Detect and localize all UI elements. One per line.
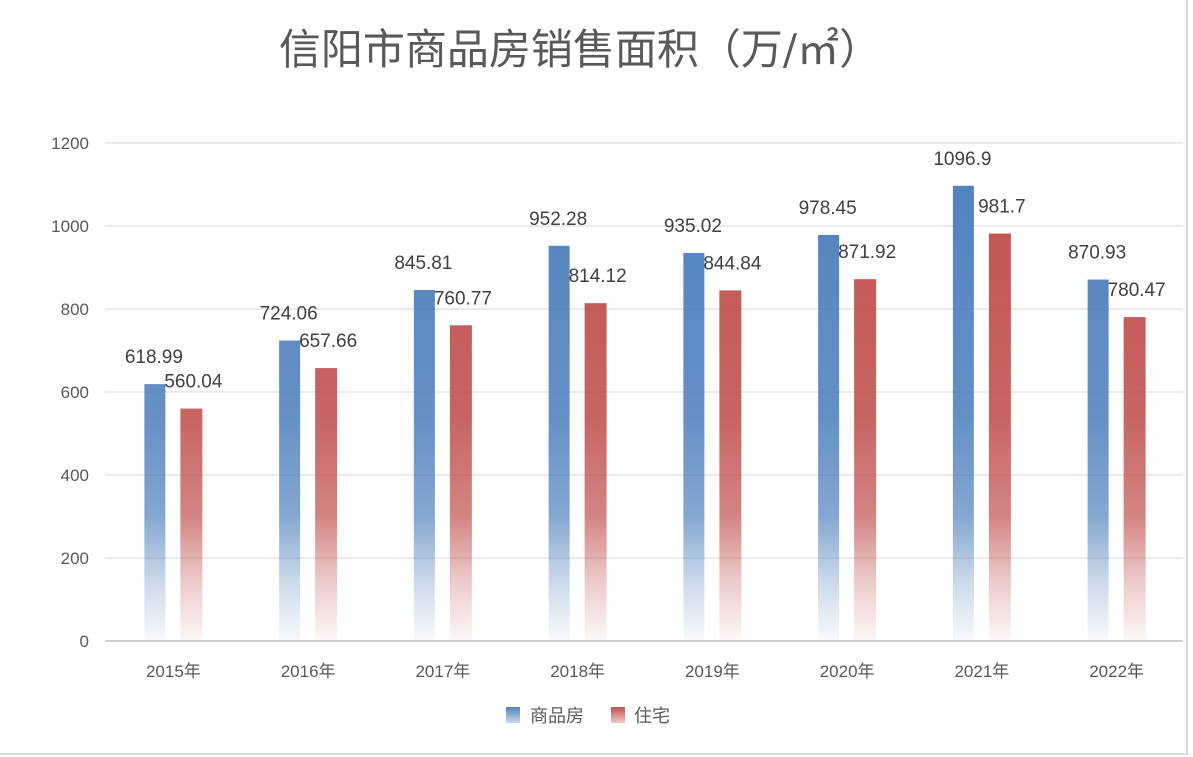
x-tick-label: 2021年 (954, 662, 1009, 681)
y-tick-label: 0 (80, 632, 89, 651)
data-label: 952.28 (529, 209, 587, 230)
legend: 商品房 住宅 (506, 706, 670, 726)
bar-series-2 (854, 279, 877, 641)
data-label: 780.47 (1108, 280, 1166, 301)
legend-label-series-1: 商品房 (530, 706, 584, 726)
data-label: 618.99 (125, 347, 183, 368)
y-tick-label: 200 (61, 549, 89, 568)
bar-series-2 (719, 290, 742, 641)
data-label: 1096.9 (933, 149, 991, 170)
x-tick-label: 2016年 (281, 662, 336, 681)
x-tick-label: 2018年 (550, 662, 605, 681)
bar-series-1 (548, 245, 570, 641)
bar-series-1 (1087, 279, 1109, 641)
data-label: 657.66 (299, 331, 357, 352)
data-label: 870.93 (1068, 243, 1126, 264)
data-label: 814.12 (569, 266, 627, 287)
legend-label-series-2: 住宅 (634, 706, 670, 726)
bar-series-2 (449, 325, 472, 641)
bar-series-2 (988, 233, 1011, 642)
bar-series-2 (180, 408, 203, 641)
bar-series-1 (279, 340, 301, 641)
bar-series-1 (952, 185, 974, 641)
y-tick-label: 1000 (51, 217, 89, 236)
data-label: 978.45 (799, 198, 857, 219)
bar-series-1 (818, 234, 840, 642)
x-tick-label: 2020年 (820, 662, 875, 681)
bar-series-1 (413, 289, 435, 641)
y-tick-label: 1200 (51, 134, 89, 153)
bar-series-1 (144, 384, 166, 641)
y-tick-label: 400 (61, 466, 89, 485)
bar-series-2 (315, 368, 338, 641)
x-tick-label: 2015年 (146, 662, 201, 681)
bar-series-1 (683, 252, 705, 641)
data-label: 935.02 (664, 216, 722, 237)
data-label: 871.92 (838, 242, 896, 263)
data-label: 560.04 (164, 372, 223, 393)
x-tick-label: 2017年 (415, 662, 470, 681)
bar-series-2 (1123, 317, 1146, 641)
y-tick-label: 800 (61, 300, 89, 319)
x-tick-label: 2019年 (685, 662, 740, 681)
data-label: 845.81 (394, 253, 452, 274)
legend-swatch-series-2 (611, 707, 625, 723)
x-tick-label: 2022年 (1089, 662, 1144, 681)
data-label: 724.06 (260, 304, 318, 325)
data-label: 760.77 (434, 288, 492, 309)
bar-series-2 (584, 303, 607, 641)
legend-swatch-series-1 (506, 707, 520, 723)
chart-title: 信阳市商品房销售面积（万/㎡） (279, 25, 881, 74)
data-label: 844.84 (703, 253, 762, 274)
y-tick-label: 600 (61, 383, 89, 402)
data-label: 981.7 (978, 197, 1026, 218)
